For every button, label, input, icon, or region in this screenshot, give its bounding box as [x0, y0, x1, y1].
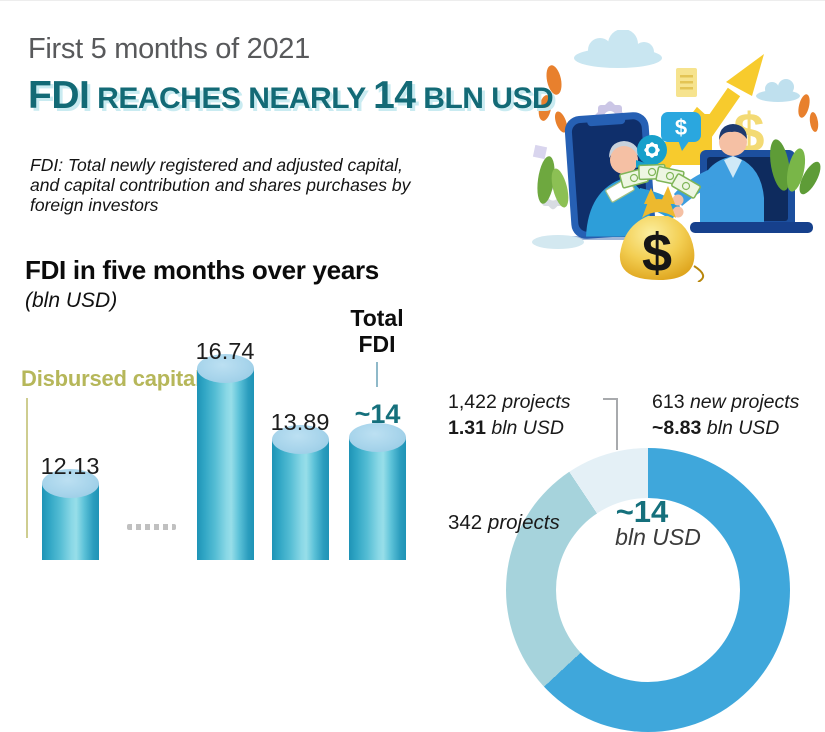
cloud-icon	[574, 30, 662, 68]
legend-axis-line	[26, 398, 28, 538]
document-icon	[676, 68, 697, 97]
cylinder-bar	[41, 469, 99, 560]
donut-center-unit: bln USD	[615, 524, 701, 550]
plant-left-icon	[537, 156, 569, 208]
gear-speech-bubble-icon	[636, 135, 667, 168]
dollar-speech-bubble-icon: $	[661, 112, 701, 151]
bar-chart-unit: (bln USD)	[25, 289, 118, 312]
total-fdi-annotation: Total FDI	[350, 305, 404, 357]
dollar-bills-icon	[605, 163, 701, 203]
title-14: 14	[373, 74, 416, 117]
bar-value-label: 12.13	[40, 453, 100, 480]
small-cloud-icon	[756, 79, 800, 102]
title-bln-usd: BLN USD	[415, 82, 554, 115]
laptop-base	[690, 222, 813, 233]
label-new-projects: 613 new projects ~8.83 bln USD	[652, 391, 800, 439]
orange-leaves-left-icon	[538, 65, 568, 133]
title-fdi: FDI	[28, 74, 90, 117]
bar-value-label: 16.74	[195, 338, 255, 365]
fdi-definition-note: FDI: Total newly registered and adjusted…	[30, 155, 411, 215]
total-fdi-connector-line	[376, 362, 378, 387]
cylinder-bar	[349, 422, 406, 560]
kicker-title: First 5 months of 2021	[28, 33, 310, 65]
cylinder-bar	[271, 425, 329, 560]
label-capital-contribution: 1,422 projects 1.31 bln USD	[448, 391, 571, 439]
donut-center-value: ~14	[615, 494, 669, 529]
svg-text:$: $	[675, 115, 687, 140]
legend-disbursed-capital: Disbursed capital	[21, 366, 201, 391]
page-title: FDI REACHES NEARLY 14 BLN USD	[28, 74, 554, 117]
cropped-text-fragment	[127, 524, 176, 530]
bar-value-label: 13.89	[270, 409, 330, 436]
svg-text:$: $	[642, 223, 672, 282]
title-reaches-nearly: REACHES NEARLY	[89, 82, 374, 115]
square-deco-icon	[532, 144, 548, 160]
orange-leaves-right-icon	[798, 94, 819, 132]
top-border-line	[0, 0, 825, 1]
bar-value-label-total: ~14	[354, 398, 401, 429]
money-bag-icon: $	[619, 186, 705, 282]
right-person	[672, 124, 764, 228]
cylinder-bar	[196, 354, 254, 560]
plant-right-icon	[770, 139, 821, 195]
bar-chart-title: FDI in five months over years	[25, 255, 379, 285]
fdi-illustration: $ $	[532, 30, 821, 282]
contribution-connector-line	[603, 398, 618, 450]
label-adjusted-projects: 342 projects	[448, 511, 560, 534]
ground-shadow	[532, 235, 584, 249]
